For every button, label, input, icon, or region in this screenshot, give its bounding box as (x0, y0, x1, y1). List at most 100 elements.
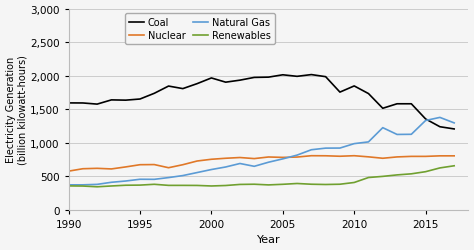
Renewables (323, 183, 328, 186)
Nuclear (251, 158, 257, 160)
Natural Gas (309, 149, 314, 152)
Natural Gas (437, 116, 443, 119)
Coal (80, 102, 86, 105)
Renewables (337, 183, 343, 186)
Nuclear (423, 155, 428, 158)
Natural Gas (265, 161, 271, 164)
Nuclear (451, 155, 457, 158)
Coal (194, 83, 200, 86)
Natural Gas (337, 147, 343, 150)
Nuclear (437, 155, 443, 158)
Nuclear (337, 155, 343, 158)
Natural Gas (394, 134, 400, 136)
Nuclear (123, 166, 128, 169)
Natural Gas (323, 147, 328, 150)
Renewables (194, 184, 200, 187)
Natural Gas (280, 158, 286, 161)
Renewables (409, 173, 414, 176)
Natural Gas (294, 154, 300, 157)
Line: Natural Gas: Natural Gas (69, 118, 454, 185)
Renewables (294, 182, 300, 185)
Nuclear (80, 168, 86, 170)
Renewables (180, 184, 186, 187)
Nuclear (194, 160, 200, 163)
Natural Gas (94, 183, 100, 186)
Renewables (365, 176, 371, 179)
Nuclear (323, 155, 328, 158)
Nuclear (365, 156, 371, 159)
Coal (323, 76, 328, 79)
Renewables (251, 183, 257, 186)
Coal (423, 118, 428, 121)
Renewables (423, 170, 428, 173)
Coal (237, 79, 243, 82)
Natural Gas (123, 180, 128, 183)
Natural Gas (109, 181, 114, 184)
Renewables (437, 167, 443, 170)
Nuclear (94, 167, 100, 170)
Natural Gas (66, 184, 72, 186)
Line: Coal: Coal (69, 75, 454, 130)
Renewables (80, 185, 86, 188)
Coal (151, 92, 157, 96)
Nuclear (137, 164, 143, 166)
Renewables (351, 181, 357, 184)
Coal (294, 76, 300, 78)
Coal (437, 126, 443, 129)
Coal (94, 103, 100, 106)
Nuclear (280, 156, 286, 159)
Renewables (137, 184, 143, 187)
Nuclear (109, 168, 114, 171)
Nuclear (294, 156, 300, 159)
Natural Gas (137, 178, 143, 181)
Renewables (94, 186, 100, 188)
Renewables (237, 183, 243, 186)
Nuclear (351, 154, 357, 158)
Renewables (265, 184, 271, 187)
Natural Gas (166, 176, 172, 179)
Coal (380, 107, 386, 110)
Natural Gas (351, 142, 357, 146)
Coal (180, 88, 186, 91)
Line: Nuclear: Nuclear (69, 156, 454, 172)
Coal (337, 91, 343, 94)
Natural Gas (380, 127, 386, 130)
Natural Gas (223, 166, 228, 169)
Coal (365, 93, 371, 96)
Nuclear (265, 156, 271, 159)
Nuclear (166, 166, 172, 170)
Coal (451, 128, 457, 131)
Renewables (66, 185, 72, 188)
Coal (137, 98, 143, 101)
Line: Renewables: Renewables (69, 166, 454, 187)
Nuclear (180, 164, 186, 166)
Renewables (109, 185, 114, 188)
Nuclear (309, 154, 314, 158)
Natural Gas (80, 184, 86, 186)
Y-axis label: Electricity Generation
(billion kilowatt-hours): Electricity Generation (billion kilowatt… (6, 55, 27, 164)
Nuclear (409, 155, 414, 158)
X-axis label: Year: Year (257, 234, 280, 244)
Natural Gas (237, 162, 243, 165)
Natural Gas (151, 178, 157, 181)
Coal (409, 103, 414, 106)
Renewables (223, 184, 228, 187)
Nuclear (151, 164, 157, 166)
Renewables (151, 183, 157, 186)
Coal (309, 74, 314, 77)
Coal (265, 76, 271, 79)
Nuclear (394, 156, 400, 159)
Natural Gas (209, 168, 214, 171)
Renewables (123, 184, 128, 187)
Coal (166, 85, 172, 88)
Natural Gas (251, 165, 257, 168)
Coal (223, 81, 228, 84)
Coal (109, 99, 114, 102)
Natural Gas (423, 120, 428, 122)
Natural Gas (451, 122, 457, 125)
Nuclear (209, 158, 214, 161)
Coal (66, 102, 72, 105)
Renewables (394, 174, 400, 177)
Renewables (209, 185, 214, 188)
Renewables (380, 175, 386, 178)
